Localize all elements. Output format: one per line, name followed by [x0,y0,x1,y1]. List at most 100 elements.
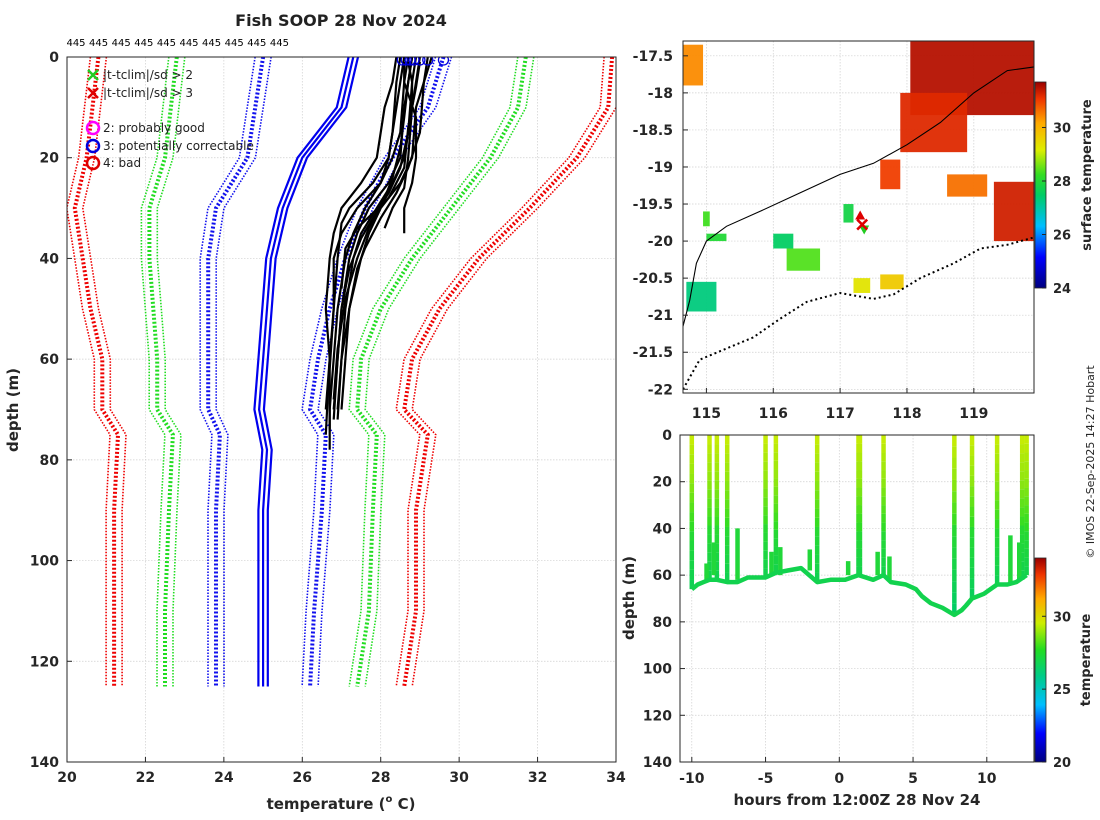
map-lat-tick-label: -21 [648,308,673,324]
sst-patch [947,174,988,197]
depth-time-y-tick-label: 40 [653,521,673,537]
sst-patch [880,274,904,290]
profile-top-count: 445 [270,38,289,49]
depth-time-y-tick-label: 60 [653,568,673,584]
profile-top-count: 445 [157,38,176,49]
legend-label: 3: potentially correctable [103,139,254,153]
profile-top-count: 445 [179,38,198,49]
station-x-marker [856,218,869,231]
profile-x-label-end: C) [392,795,415,813]
surface-flag-marker [414,57,426,66]
profile-y-tick-label: 100 [30,554,59,570]
climatology-mean-line [253,57,350,687]
depth-time-y-tick-label: 0 [662,428,672,444]
observed-profile-line [328,57,406,450]
temperature-colorbar-ticks: 20 25 30 [1042,610,1071,771]
depth-time-y-axis-label: depth (m) [620,556,638,640]
sst-colorbar-tick-label: 28 [1053,175,1071,190]
climatology--2sd-core [147,57,179,687]
sst-colorbar-tick-label: 30 [1053,121,1071,136]
profile-top-count: 445 [89,38,108,49]
sst-patch [683,44,704,86]
profile-top-counts: 445 445 445 445 445 445 445 445 445 445 [66,38,288,49]
depth-time-y-tick-label: 80 [653,615,673,631]
surface-flag-marker [437,57,450,66]
sst-map: 115 116 117 118 119 -17.5 -18 -18.5 -19 -19.5 -20 -… [633,40,1095,422]
climatology--1sd-line [215,57,272,687]
station-marker-red [855,210,866,220]
depth-time-y-tick-label: 120 [643,708,672,724]
profile-top-count: 445 [225,38,244,49]
profile-y-tick-label: 140 [30,755,59,771]
profile-y-tick-label: 20 [40,151,60,167]
depth-time-frame [679,434,1035,763]
temperature-colorbar-tick-label: 25 [1053,683,1071,698]
climatology-+2sd-core [355,57,528,687]
sst-patch [880,159,901,190]
profile-x-tick-label: 26 [293,770,312,786]
climatology--1sd-line [199,57,256,687]
temperature-colorbar [1034,557,1047,763]
legend-label: 2: probably good [103,121,205,135]
profile-plot-frame [66,56,617,763]
depth-time-x-tick-label: 5 [908,771,918,787]
sst-patch [773,233,794,249]
climatology-+1sd-core [308,57,446,687]
profile-top-count: 445 [112,38,131,49]
climatology-+1sd-line [301,57,437,687]
profile-y-tick-label: 120 [30,654,59,670]
bathymetry-contour [683,66,1034,327]
surface-flag-marker [408,57,420,66]
profile-ticks: 20 22 24 26 28 30 32 34 0 20 40 60 80 100 120 140 [30,50,626,786]
map-lat-tick-label: -19 [648,160,673,176]
map-lat-tick-label: -18.5 [633,123,673,139]
climatology-mean-line [257,57,355,687]
surface-flag-marker [396,57,408,66]
profile-x-tick-label: 30 [449,770,469,786]
profile-x-tick-label: 20 [57,770,77,786]
sst-patch [706,233,727,242]
climatology--3sd-line [67,57,111,687]
observed-profile-line [383,61,414,229]
profile-legend: |t-tclim|/sd > 2 |t-tclim|/sd > 3 2: proba… [85,68,254,171]
sst-patch [993,181,1034,242]
temperature-colorbar-tick-label: 20 [1053,756,1071,771]
surface-flag-marker [400,57,412,66]
map-lon-tick-label: 115 [692,406,721,422]
climatology-+3sd-line [395,57,605,687]
profile-x-tick-label: 24 [214,770,234,786]
sst-patch [853,278,871,293]
depth-time-x-tick-label: -5 [758,771,774,787]
surface-flag-marker [422,57,434,66]
climatology--1sd-core [206,57,266,687]
map-lat-tick-label: -20.5 [633,271,673,287]
profile-x-tick-label: 34 [606,770,626,786]
observed-profile-line [324,57,398,435]
credit-text: © IMOS 22-Sep-2025 14:27 Hobart [1084,365,1097,559]
legend-label: |t-tclim|/sd > 2 [103,68,193,82]
sst-colorbar [1034,81,1047,289]
legend-circle-marker [85,138,101,154]
map-lon-tick-label: 117 [825,406,854,422]
climatology--3sd-line [81,57,127,687]
climatology-+2sd-line [348,57,519,687]
sst-patch [786,248,821,271]
profile-y-tick-label: 40 [40,251,60,267]
sst-colorbar-label: surface temperature [1080,99,1095,251]
observed-profile-line [340,61,421,289]
profile-x-tick-label: 32 [528,770,547,786]
legend-label: |t-tclim|/sd > 3 [103,86,193,100]
profile-top-count: 445 [134,38,153,49]
map-lat-tick-label: -17.5 [633,49,673,65]
map-lat-tick-label: -21.5 [633,345,673,361]
sst-patch [843,204,854,223]
climatology-+2sd-line [364,57,535,687]
depth-time-x-tick-label: -10 [679,771,705,787]
climatology-+3sd-line [411,99,616,687]
profile-top-count: 445 [66,38,85,49]
map-frame [682,40,1035,394]
map-lon-tick-label: 116 [759,406,788,422]
